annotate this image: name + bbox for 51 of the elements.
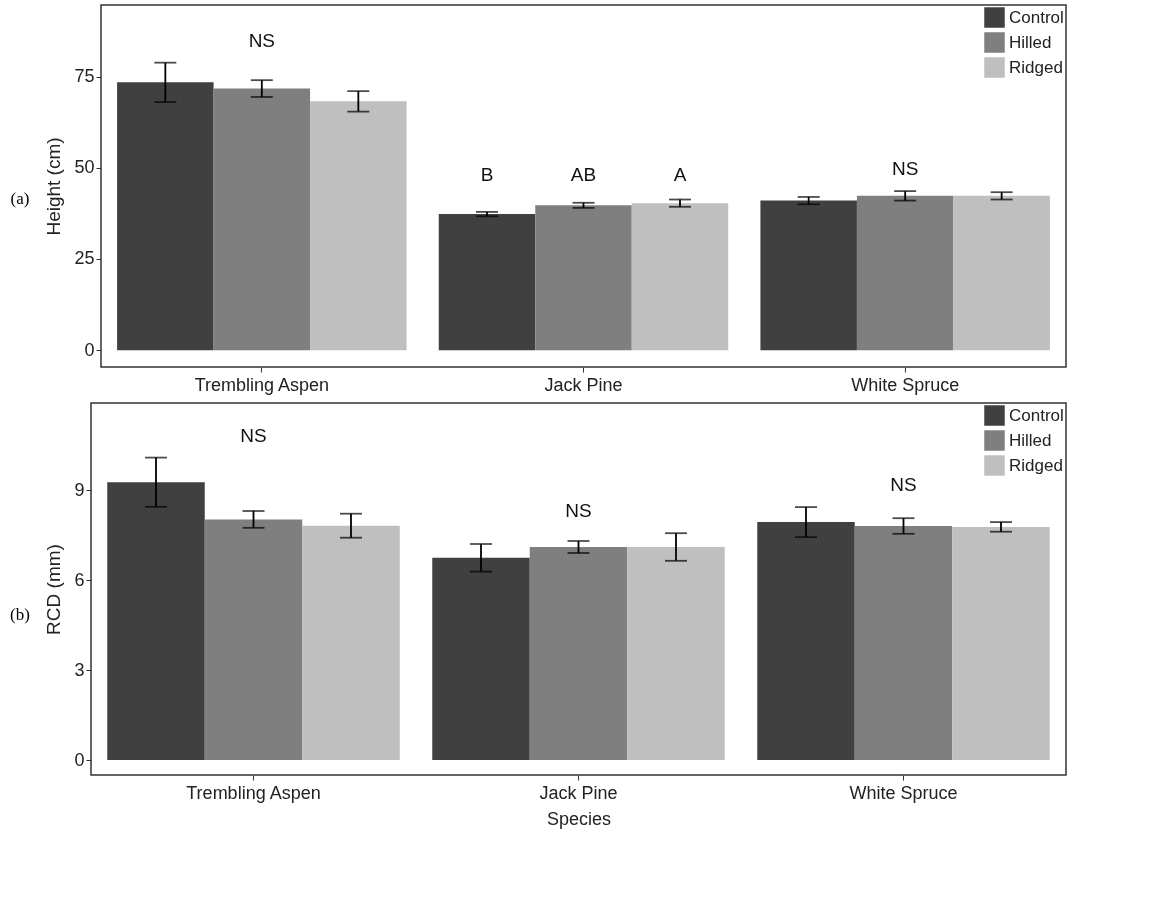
- legend-label: Ridged: [1009, 57, 1063, 77]
- x-tick-label: Jack Pine: [544, 374, 623, 395]
- legend-label: Hilled: [1009, 430, 1052, 450]
- bar: [204, 519, 303, 760]
- y-tick-label: 50: [74, 157, 95, 178]
- y-axis-title: RCD (mm): [43, 544, 65, 635]
- x-tick-label: White Spruce: [849, 782, 958, 803]
- annotation: A: [673, 163, 687, 185]
- bar: [107, 482, 205, 760]
- legend-label: Hilled: [1009, 32, 1052, 52]
- annotation: NS: [890, 474, 917, 496]
- legend-label: Control: [1009, 405, 1064, 425]
- bar: [535, 205, 632, 351]
- bar: [854, 526, 953, 760]
- annotation: NS: [240, 424, 267, 446]
- y-axis-title: Height (cm): [43, 137, 65, 236]
- bar: [310, 101, 407, 351]
- y-tick-label: 9: [74, 479, 85, 500]
- y-tick-label: 6: [74, 569, 85, 590]
- bar: [631, 203, 729, 351]
- bar: [213, 88, 311, 351]
- bar: [760, 200, 857, 351]
- annotation: NS: [565, 500, 592, 522]
- y-tick-label: 0: [74, 749, 85, 770]
- bar: [438, 214, 536, 351]
- annotation: B: [480, 163, 494, 185]
- bar: [757, 522, 855, 760]
- bar: [117, 82, 214, 351]
- annotation: NS: [891, 158, 919, 180]
- text: (b): [9, 605, 31, 625]
- bar: [302, 525, 400, 760]
- bar: [627, 547, 725, 760]
- bar: [953, 195, 1050, 351]
- y-tick-label: 75: [74, 66, 95, 87]
- x-tick-label: Trembling Aspen: [186, 782, 321, 803]
- y-tick-label: 0: [84, 339, 95, 360]
- annotation: NS: [248, 29, 276, 51]
- text: (a): [9, 189, 31, 209]
- bar: [856, 195, 954, 351]
- bar: [952, 526, 1050, 760]
- y-tick-label: 25: [74, 248, 95, 269]
- bar: [529, 547, 628, 760]
- x-tick-label: White Spruce: [851, 374, 960, 395]
- x-tick-label: Jack Pine: [539, 782, 618, 803]
- legend-label: Control: [1009, 7, 1064, 27]
- x-axis-title: Species: [546, 808, 612, 829]
- annotation: AB: [570, 163, 597, 185]
- legend-label: Ridged: [1009, 455, 1063, 475]
- bar: [432, 557, 530, 760]
- y-tick-label: 3: [74, 659, 85, 680]
- x-tick-label: Trembling Aspen: [194, 374, 330, 395]
